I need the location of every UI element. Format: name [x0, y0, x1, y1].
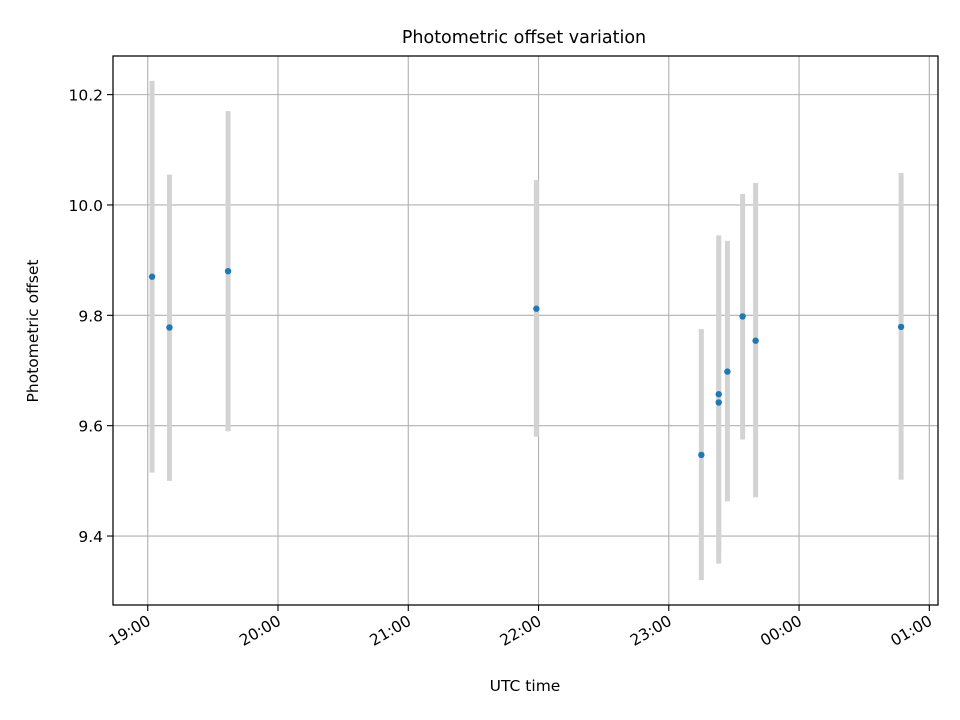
y-tick-label: 9.8: [78, 307, 103, 325]
y-tick-label: 9.4: [78, 528, 103, 546]
y-tick-label: 10.2: [68, 87, 103, 105]
y-tick-label: 10.0: [68, 197, 103, 215]
y-tick-label: 9.6: [78, 418, 103, 436]
y-axis-label: Photometric offset: [24, 260, 42, 403]
chart-title: Photometric offset variation: [402, 28, 646, 48]
data-points: [148, 267, 905, 459]
grid: [113, 56, 938, 605]
data-point: [715, 391, 722, 398]
data-point: [752, 337, 759, 344]
data-point: [739, 313, 746, 320]
plot-frame: [112, 55, 939, 606]
y-axis-ticks: 9.4 9.6 9.8 10.0 10.2: [68, 87, 113, 546]
data-point: [724, 368, 731, 375]
data-point: [533, 305, 540, 312]
data-point: [715, 399, 722, 406]
data-point: [224, 267, 232, 275]
data-point: [166, 324, 173, 331]
data-point: [897, 323, 905, 331]
data-point: [698, 451, 705, 459]
data-point: [148, 273, 156, 280]
x-axis-label: UTC time: [490, 677, 561, 695]
